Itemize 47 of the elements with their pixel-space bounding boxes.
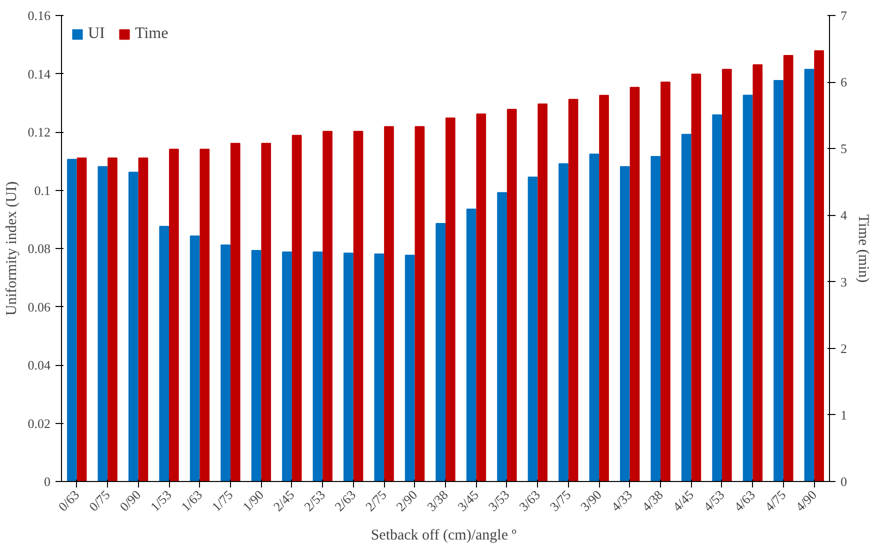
y-tick-label: 0.12 (28, 124, 50, 140)
x-tick-label: 2/90 (393, 487, 420, 514)
x-tick-label: 2/45 (270, 487, 298, 514)
x-axis-title: Setback off (cm)/angle º (370, 527, 517, 544)
y-tick-label: 0.16 (28, 8, 51, 23)
x-tick-label: 2/53 (300, 487, 328, 514)
y-axis-title: Uniformity index (UI) (4, 181, 20, 316)
x-tick-label: 3/63 (516, 487, 543, 514)
x-tick-label: 3/90 (577, 487, 604, 514)
legend-label: Time (135, 25, 168, 43)
x-tick-label: 3/53 (485, 487, 512, 514)
x-tick-label: 0/90 (116, 487, 144, 514)
y2-tick-label: 7 (840, 8, 848, 23)
x-tick-label: 3/45 (454, 487, 482, 514)
x-tick-label: 0/63 (55, 487, 82, 514)
y2-tick-label: 5 (840, 141, 847, 156)
x-tick-label: 1/63 (178, 487, 206, 514)
y-tick-label: 0.06 (28, 299, 51, 314)
y2-tick-label: 6 (840, 74, 848, 90)
y2-tick-label: 0 (840, 474, 847, 489)
x-tick-label: 4/53 (700, 487, 728, 514)
y-tick-label: 0.04 (28, 358, 51, 372)
y2-tick-label: 4 (840, 208, 848, 223)
x-tick-label: 4/63 (731, 487, 758, 514)
y-tick-label: 0.02 (28, 416, 50, 431)
y-tick-label: 0.14 (28, 66, 51, 82)
x-tick-label: 1/90 (240, 487, 266, 514)
y-tick-label: 0 (44, 474, 50, 489)
x-tick-label: 4/38 (638, 487, 666, 514)
y2-tick-label: 1 (840, 407, 847, 422)
x-tick-label: 4/45 (670, 487, 697, 514)
x-tick-label: 3/38 (424, 487, 451, 514)
y2-tick-label: 2 (840, 340, 847, 356)
x-tick-label: 1/75 (208, 487, 236, 514)
x-tick-label: 4/90 (792, 487, 820, 514)
y2-tick-label: 3 (840, 274, 847, 290)
x-tick-label: 2/75 (362, 487, 390, 514)
legend-label: UI (88, 25, 106, 43)
x-tick-label: 2/63 (332, 487, 359, 514)
y-tick-label: 0.08 (28, 241, 50, 256)
y2-axis-title: Time (min) (855, 214, 871, 283)
x-tick-label: 4/33 (608, 487, 636, 514)
y-tick-label: 0.1 (34, 182, 50, 198)
x-tick-label: 4/75 (762, 487, 789, 514)
x-tick-label: 0/75 (86, 487, 113, 514)
x-tick-label: 3/75 (546, 487, 574, 514)
x-tick-label: 1/53 (147, 487, 174, 514)
